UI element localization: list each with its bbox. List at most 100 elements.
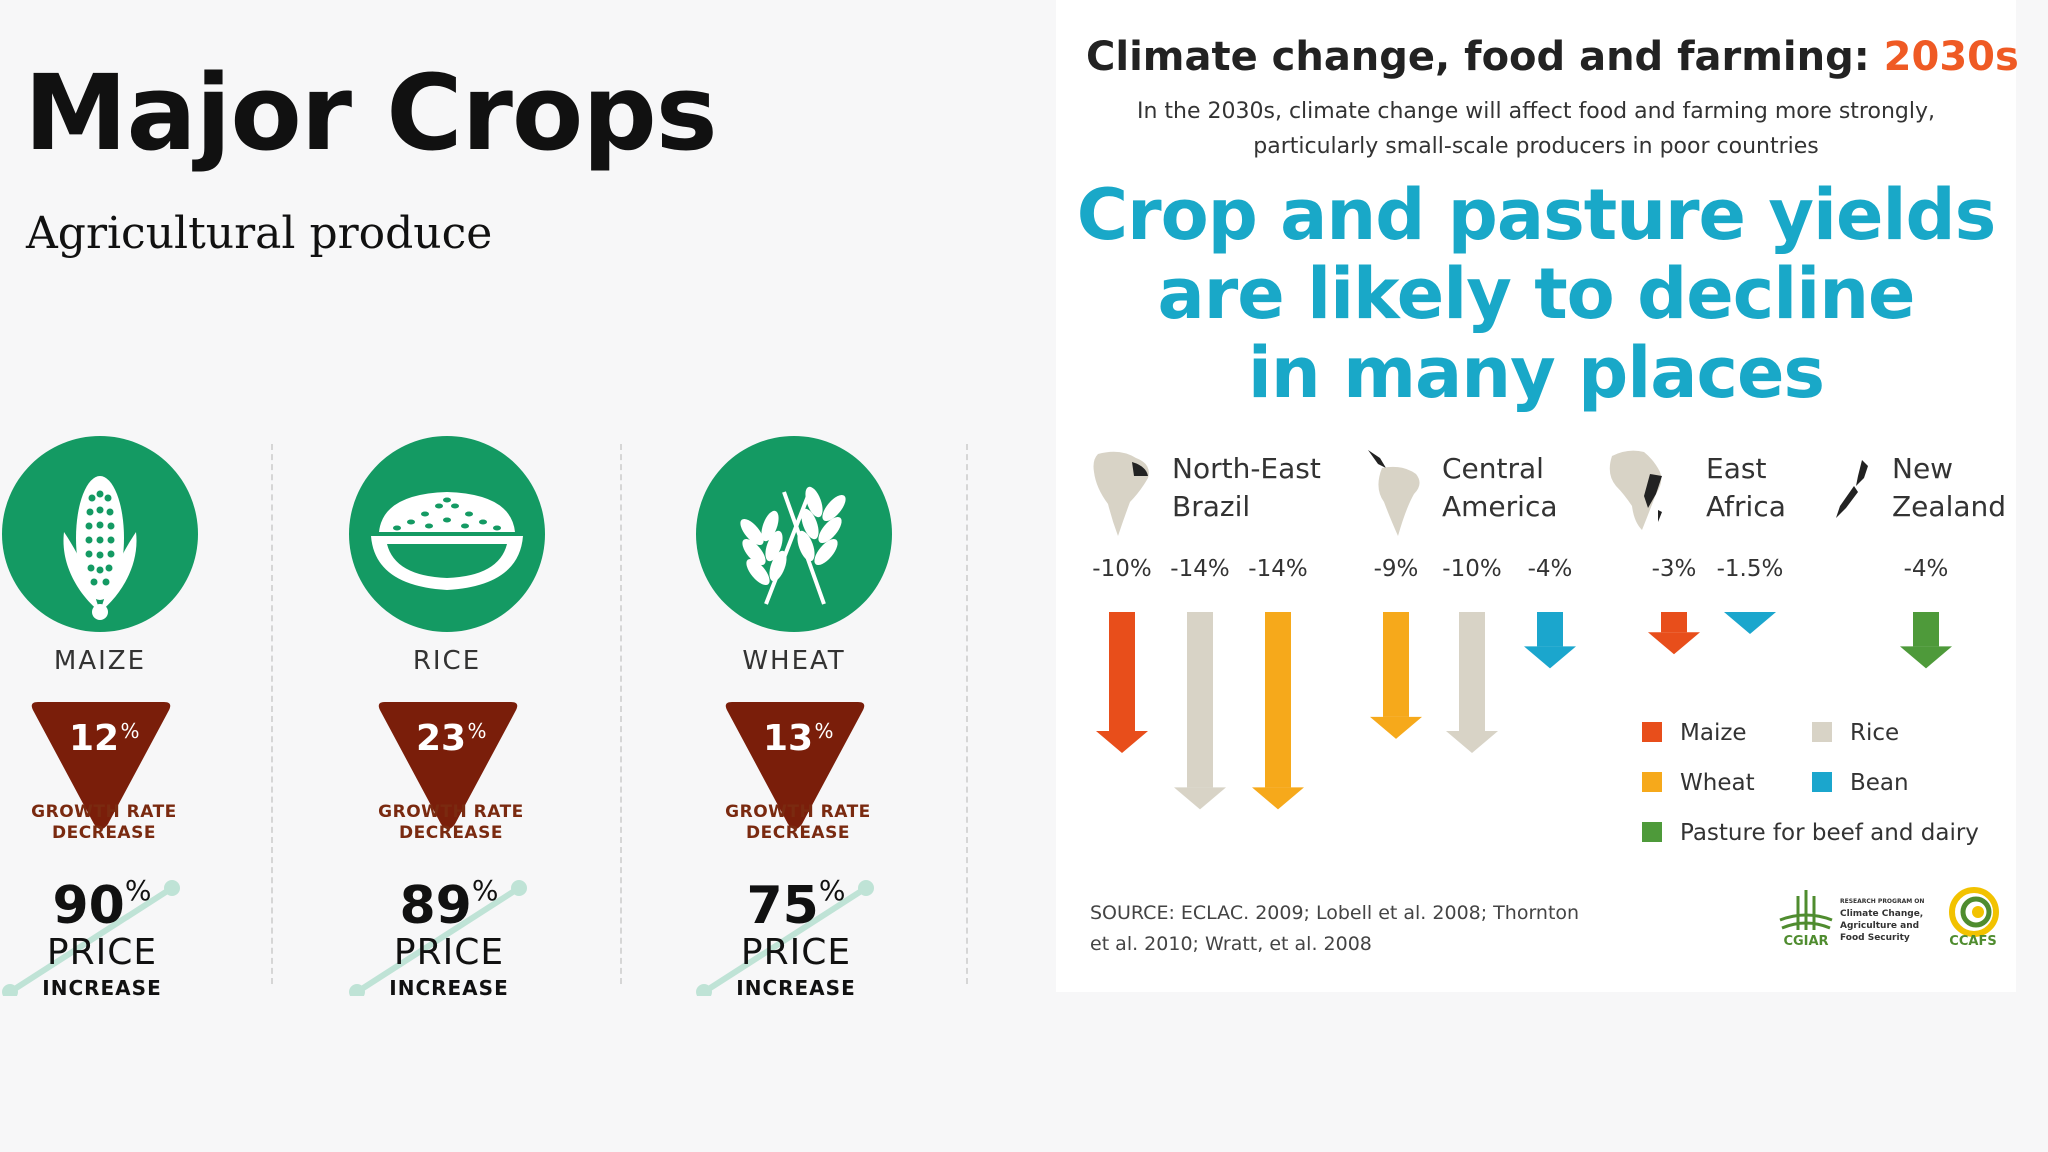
arrow-head	[1174, 787, 1226, 810]
percent-label: -10%	[1442, 556, 1502, 582]
infographic-headline: Crop and pasture yields are likely to de…	[1076, 174, 1997, 414]
growth-rate-label: GROWTH RATE DECREASE	[0, 802, 222, 844]
percent-label: -9%	[1373, 556, 1419, 582]
growth-rate-unit: %	[120, 719, 139, 743]
arrow-shaft	[1537, 612, 1563, 647]
region-label: Central America	[1442, 452, 1558, 523]
region-label: North-East Brazil	[1172, 452, 1321, 523]
arrow-shaft	[1265, 612, 1291, 788]
price-value: 90%	[52, 874, 152, 936]
percent-label: -4%	[1527, 556, 1573, 582]
growth-rate-label-line: GROWTH RATE	[31, 802, 177, 822]
price-change: INCREASE	[736, 976, 856, 1000]
headline-line: in many places	[1247, 332, 1825, 414]
arrow-shaft	[1459, 612, 1485, 731]
growth-rate-label-line: DECREASE	[399, 823, 503, 843]
arrow-shaft	[1109, 612, 1135, 731]
wheat-swatch	[1642, 772, 1662, 792]
percent-label: -10%	[1092, 556, 1152, 582]
percent-label: -3%	[1651, 556, 1697, 582]
maize-icon	[2, 436, 198, 632]
climate-infographic: Climate change, food and farming: 2030s …	[1056, 0, 2019, 992]
percent-label: -4%	[1903, 556, 1949, 582]
percent-label: -14%	[1248, 556, 1308, 582]
arrow-shaft	[1383, 612, 1409, 717]
bean-swatch	[1812, 772, 1832, 792]
maize-swatch	[1642, 722, 1662, 742]
wheat-icon	[696, 436, 892, 632]
arrow-head	[1648, 632, 1700, 655]
growth-rate-value: 13	[763, 718, 813, 759]
infographic-intro: In the 2030s, climate change will affect…	[1076, 94, 1996, 164]
arrow-head	[1370, 716, 1422, 739]
percent-label: -1.5%	[1716, 556, 1784, 582]
growth-rate-label: GROWTH RATE DECREASE	[333, 802, 569, 844]
intro-line: particularly small-scale producers in po…	[1253, 134, 1819, 159]
cgiar-logo-text: CGIAR	[1783, 934, 1829, 949]
crop-card-maize: MAIZE 12 % GROWTH RATE DECREASE 90% PRIC…	[0, 436, 242, 1000]
south-america-map-icon	[1093, 451, 1149, 536]
growth-rate-label-line: DECREASE	[746, 823, 850, 843]
price-word: PRICE	[393, 932, 505, 973]
legend-bean: Bean	[1812, 770, 1909, 796]
growth-rate-label: GROWTH RATE DECREASE	[680, 802, 916, 844]
price-word: PRICE	[46, 932, 158, 973]
arrow-head	[1096, 731, 1148, 753]
price-increase: 75% PRICE INCREASE	[696, 874, 896, 1000]
growth-rate-triangle: 23 %	[378, 702, 518, 829]
arrow-head	[1724, 612, 1776, 634]
page-title: Major Crops	[24, 52, 718, 174]
growth-rate-value: 12	[69, 718, 119, 759]
cgiar-logo-icon	[1779, 890, 1833, 930]
column-divider	[271, 444, 273, 984]
arrow-head	[1446, 731, 1498, 753]
arrow-maize-east-africa	[1648, 612, 1700, 655]
column-divider	[966, 444, 968, 984]
program-logo-text: RESEARCH PROGRAM ON Climate Change, Agri…	[1840, 898, 1925, 943]
legend-maize: Maize	[1642, 720, 1747, 746]
growth-rate-label-line: GROWTH RATE	[725, 802, 871, 822]
legend-wheat: Wheat	[1642, 770, 1755, 796]
trend-line-icon	[2, 880, 180, 996]
growth-rate-value: 23	[416, 718, 466, 759]
arrow-shaft	[1913, 612, 1939, 647]
headline-line: are likely to decline	[1157, 253, 1915, 335]
legend-rice: Rice	[1812, 720, 1899, 746]
growth-rate-triangle: 12 %	[31, 702, 171, 829]
price-word: PRICE	[740, 932, 852, 973]
percent-label: -14%	[1170, 556, 1230, 582]
arrow-maize-north-east-brazil	[1096, 612, 1148, 753]
price-change: INCREASE	[42, 976, 162, 1000]
growth-rate-unit: %	[814, 719, 833, 743]
trend-line-icon	[349, 880, 527, 996]
arrow-head	[1252, 787, 1304, 810]
arrow-rice-central-america	[1446, 612, 1498, 753]
arrow-shaft	[1661, 612, 1687, 633]
source-note: SOURCE: ECLAC. 2009; Lobell et al. 2008;…	[1090, 898, 1630, 960]
arrow-rice-north-east-brazil	[1174, 612, 1226, 810]
crop-name: WHEAT	[742, 646, 846, 676]
column-divider	[620, 444, 622, 984]
price-change: INCREASE	[389, 976, 509, 1000]
growth-rate-unit: %	[467, 719, 486, 743]
crops-panel: Major Crops Agricultural produce	[0, 52, 968, 1000]
arrow-bean-central-america	[1524, 612, 1576, 669]
rice-bowl-icon	[349, 436, 545, 632]
growth-rate-label-line: GROWTH RATE	[378, 802, 524, 822]
pasture-swatch	[1642, 822, 1662, 842]
price-increase: 90% PRICE INCREASE	[2, 874, 202, 1000]
region-label: East Africa	[1706, 452, 1786, 523]
new-zealand-map-icon	[1836, 460, 1868, 518]
infographic-title: Climate change, food and farming: 2030s	[1086, 34, 2019, 80]
yield-change-arrows	[1096, 612, 1952, 810]
trend-line-icon	[696, 880, 874, 996]
arrow-head	[1900, 646, 1952, 669]
crop-name: RICE	[412, 646, 482, 676]
arrow-shaft	[1187, 612, 1213, 788]
headline-line: Crop and pasture yields	[1076, 174, 1997, 256]
legend-pasture: Pasture for beef and dairy	[1642, 820, 1979, 846]
intro-line: In the 2030s, climate change will affect…	[1137, 99, 1935, 124]
growth-rate-triangle: 13 %	[725, 702, 865, 829]
arrow-head	[1524, 646, 1576, 669]
arrow-pasture-for-beef-and-dairy-new-zealand	[1900, 612, 1952, 669]
